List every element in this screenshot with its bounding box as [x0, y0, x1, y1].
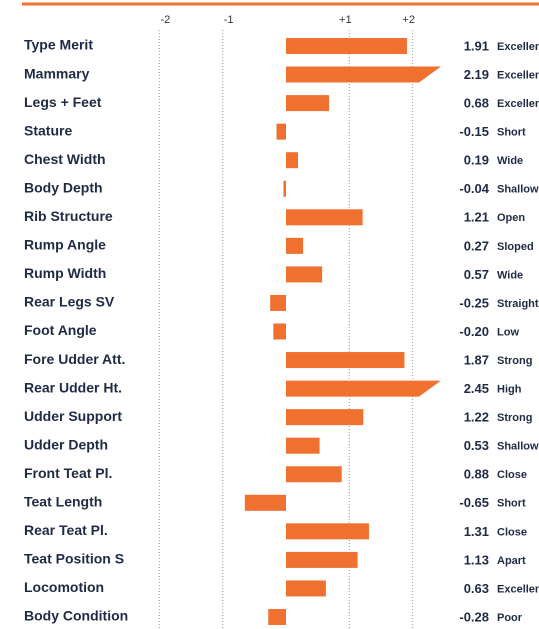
- descriptor: Short: [497, 498, 526, 510]
- value-label: 2.19: [464, 67, 489, 82]
- value-label: -0.25: [459, 295, 489, 310]
- descriptor: Excellent: [497, 583, 539, 595]
- bar: [286, 66, 441, 83]
- value-label: -0.15: [459, 124, 489, 139]
- descriptor: Close: [497, 526, 527, 538]
- trait-label: Foot Angle: [24, 322, 97, 338]
- bar: [286, 95, 330, 112]
- descriptor: High: [497, 384, 522, 396]
- trait-label: Rear Teat Pl.: [24, 522, 108, 538]
- descriptor: Shallow: [497, 441, 539, 453]
- trait-label: Front Teat Pl.: [24, 465, 112, 481]
- value-label: 1.21: [464, 210, 489, 225]
- value-label: 1.91: [464, 38, 489, 53]
- x-tick-label: +1: [339, 14, 352, 26]
- descriptor: Close: [497, 469, 527, 481]
- bar: [276, 123, 286, 140]
- descriptor: Excellent: [497, 69, 539, 81]
- trait-label: Udder Support: [24, 408, 122, 424]
- bar: [286, 237, 304, 254]
- trait-label: Body Depth: [24, 179, 103, 195]
- trait-label: Body Condition: [24, 608, 128, 624]
- descriptor: Excellent: [497, 41, 539, 53]
- value-label: 1.31: [464, 524, 489, 539]
- bar: [286, 580, 326, 597]
- bar: [268, 609, 286, 625]
- value-label: -0.28: [459, 609, 489, 624]
- value-label: 1.13: [464, 552, 489, 567]
- trait-label: Rear Udder Ht.: [24, 379, 122, 395]
- value-label: 0.88: [464, 467, 489, 482]
- descriptor: Shallow: [497, 184, 539, 196]
- descriptor: Straight: [497, 298, 539, 310]
- bar: [286, 209, 363, 226]
- trait-label: Type Merit: [24, 37, 93, 53]
- value-label: 1.87: [464, 352, 489, 367]
- value-label: 0.63: [464, 581, 489, 596]
- trait-label: Rump Angle: [24, 237, 106, 253]
- x-tick-label: -2: [160, 14, 170, 26]
- bar: [286, 551, 358, 568]
- bar: [286, 466, 342, 483]
- bar: [286, 266, 323, 283]
- descriptor: Excellent: [497, 98, 539, 110]
- trait-label: Chest Width: [24, 151, 106, 167]
- bar: [244, 494, 286, 511]
- descriptor: Wide: [497, 155, 523, 167]
- descriptor: Apart: [497, 555, 526, 567]
- bar: [273, 323, 286, 340]
- value-label: 0.68: [464, 96, 489, 111]
- bar: [286, 352, 405, 369]
- bar: [286, 380, 441, 397]
- bar: [286, 409, 364, 426]
- trait-label: Teat Position S: [24, 551, 124, 567]
- descriptor: Short: [497, 127, 526, 139]
- value-label: 0.19: [464, 153, 489, 168]
- value-label: 0.57: [464, 267, 489, 282]
- value-label: 0.27: [464, 238, 489, 253]
- value-label: 2.45: [464, 381, 489, 396]
- trait-label: Rear Legs SV: [24, 294, 115, 310]
- descriptor: Low: [497, 326, 519, 338]
- trait-label: Rib Structure: [24, 208, 113, 224]
- value-label: -0.20: [459, 324, 489, 339]
- value-label: 0.53: [464, 438, 489, 453]
- descriptor: Sloped: [497, 241, 534, 253]
- bar: [283, 180, 286, 197]
- x-tick-label: -1: [224, 14, 234, 26]
- value-label: 1.22: [464, 410, 489, 425]
- bar: [286, 437, 320, 454]
- trait-label: Legs + Feet: [24, 94, 102, 110]
- descriptor: Open: [497, 212, 525, 224]
- descriptor: Strong: [497, 412, 532, 424]
- trait-label: Rump Width: [24, 265, 106, 281]
- trait-label: Udder Depth: [24, 436, 108, 452]
- bar: [286, 38, 407, 54]
- descriptor: Wide: [497, 269, 523, 281]
- trait-label: Stature: [24, 122, 72, 138]
- descriptor: Strong: [497, 355, 532, 367]
- value-label: -0.65: [459, 495, 489, 510]
- x-tick-label: +2: [402, 14, 415, 26]
- bar: [286, 152, 299, 169]
- trait-label: Locomotion: [24, 579, 104, 595]
- trait-label: Teat Length: [24, 494, 102, 510]
- descriptor: Poor: [497, 612, 523, 624]
- trait-label: Fore Udder Att.: [24, 351, 125, 367]
- bar: [270, 294, 286, 311]
- value-label: -0.04: [459, 181, 489, 196]
- bar: [286, 523, 369, 540]
- trait-label: Mammary: [24, 65, 90, 81]
